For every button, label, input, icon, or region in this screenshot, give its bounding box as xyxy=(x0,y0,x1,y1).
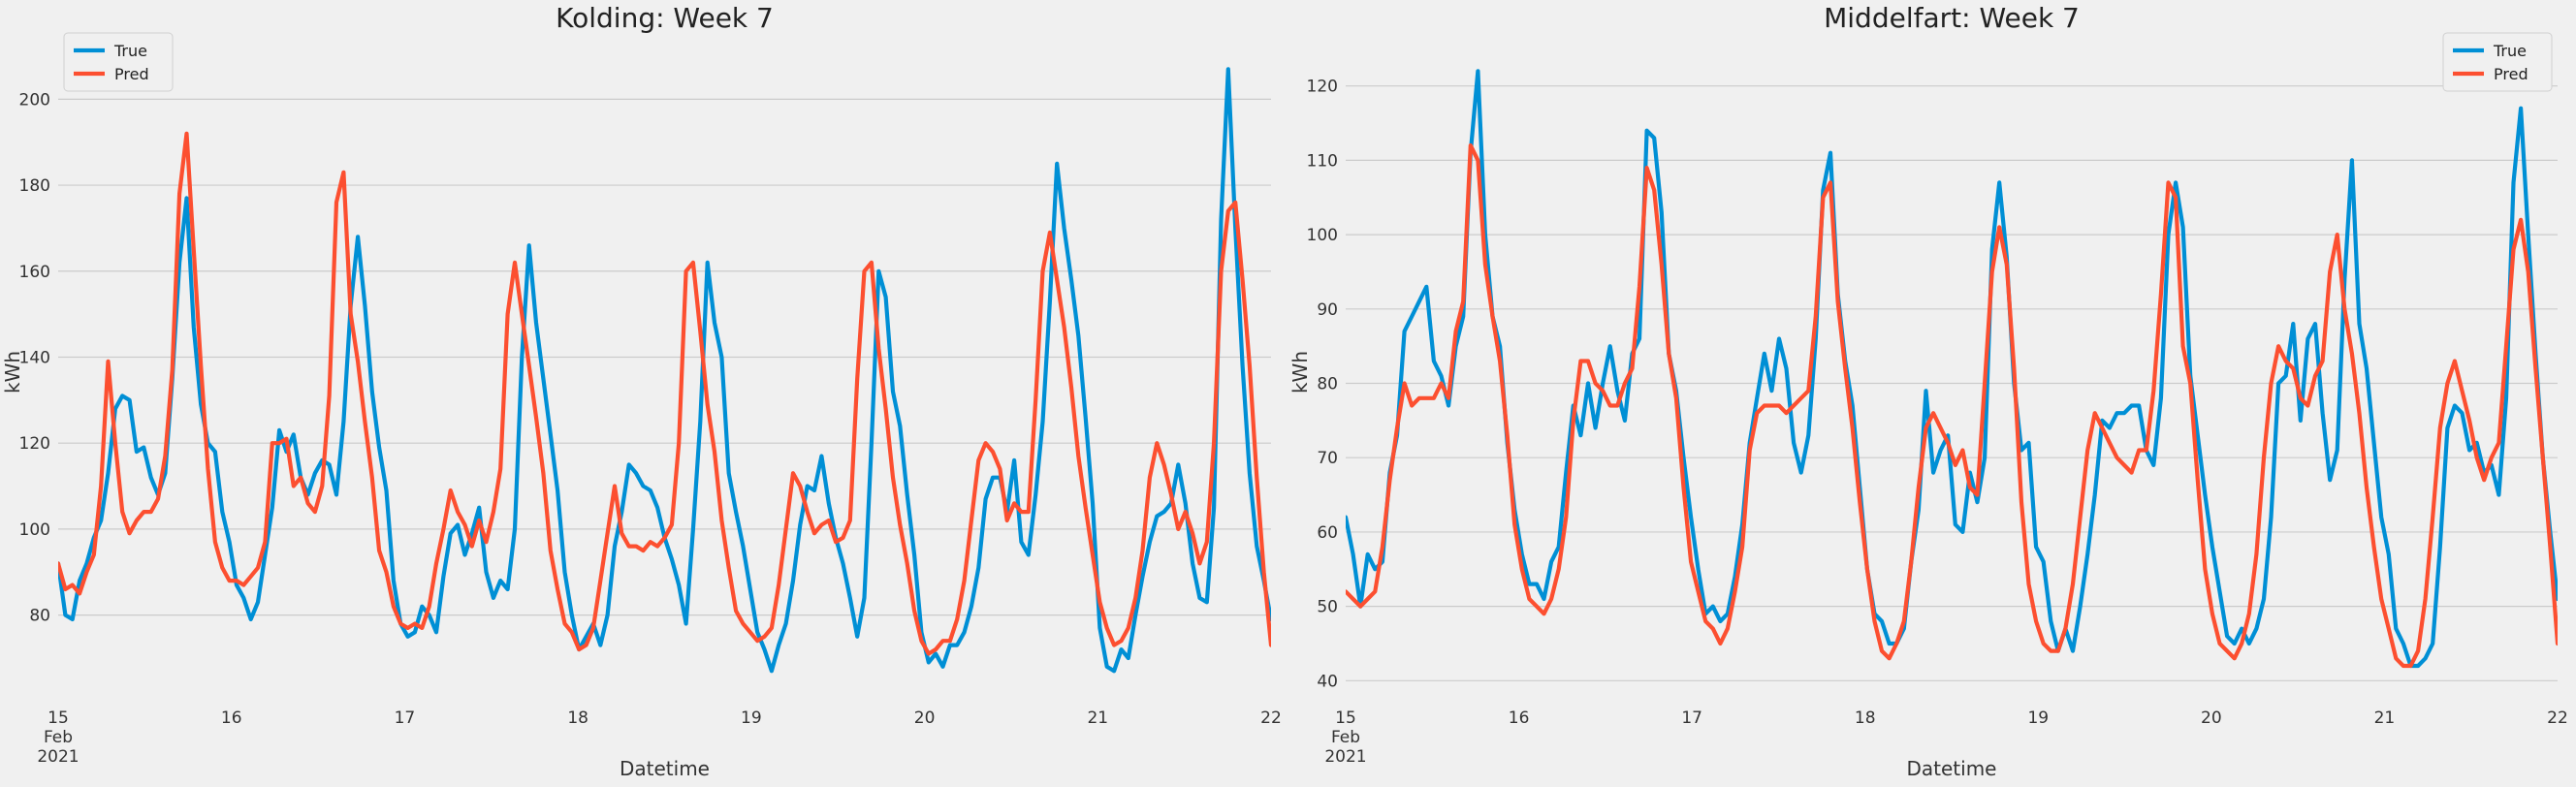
x-tick-label: 18 xyxy=(567,708,588,728)
x-tick-label: 20 xyxy=(2201,708,2222,728)
y-tick-label: 80 xyxy=(29,607,50,626)
x-tick-label: 21 xyxy=(2374,708,2396,728)
x-axis-label: Datetime xyxy=(620,757,710,780)
y-tick-label: 120 xyxy=(1307,78,1338,97)
legend: True Pred xyxy=(2442,32,2553,92)
x-tick-label: 21 xyxy=(1087,708,1108,728)
y-tick-label: 80 xyxy=(1317,375,1338,394)
x-tick-sublabel: 2021 xyxy=(37,747,79,767)
x-tick-label: 20 xyxy=(914,708,936,728)
legend-box xyxy=(2442,32,2553,92)
y-tick-label: 40 xyxy=(1317,672,1338,691)
series-line-pred xyxy=(1346,142,2558,669)
x-tick-sublabel: 2021 xyxy=(1324,747,1366,767)
series-line-true xyxy=(1346,69,2558,669)
x-tick-sublabel: Feb xyxy=(1331,728,1360,747)
x-axis-label: Datetime xyxy=(1907,757,1997,780)
y-tick-label: 120 xyxy=(19,434,50,454)
legend-box xyxy=(63,32,174,92)
x-tick-label: 17 xyxy=(1681,708,1702,728)
legend-label: True xyxy=(113,42,147,60)
x-tick-label: 19 xyxy=(741,708,762,728)
x-tick-label: 17 xyxy=(395,708,416,728)
x-tick-label: 16 xyxy=(221,708,242,728)
x-tick-label: 22 xyxy=(2547,708,2568,728)
y-tick-label: 140 xyxy=(19,348,50,367)
y-tick-label: 70 xyxy=(1317,449,1338,468)
x-tick-label: 15 xyxy=(1335,708,1356,728)
y-tick-label: 160 xyxy=(19,263,50,282)
legend-label: Pred xyxy=(114,65,149,83)
chart-title: Middelfart: Week 7 xyxy=(1824,2,2080,34)
legend: True Pred xyxy=(63,32,174,92)
y-tick-label: 110 xyxy=(1307,151,1338,171)
legend-label: True xyxy=(2493,42,2527,60)
y-tick-label: 180 xyxy=(19,176,50,196)
y-tick-label: 60 xyxy=(1317,523,1338,543)
x-tick-label: 15 xyxy=(48,708,69,728)
chart-title: Kolding: Week 7 xyxy=(556,2,774,34)
y-tick-label: 100 xyxy=(1307,226,1338,245)
legend-label: Pred xyxy=(2494,65,2528,83)
y-axis-label: kWh xyxy=(1,351,24,394)
x-tick-label: 19 xyxy=(2027,708,2049,728)
y-tick-label: 100 xyxy=(19,520,50,540)
x-tick-label: 18 xyxy=(1855,708,1876,728)
x-tick-sublabel: Feb xyxy=(44,728,73,747)
series-line-pred xyxy=(58,131,1271,656)
x-tick-label: 22 xyxy=(1260,708,1282,728)
y-tick-label: 50 xyxy=(1317,598,1338,617)
y-tick-label: 90 xyxy=(1317,300,1338,320)
y-axis-label: kWh xyxy=(1288,351,1312,394)
y-tick-label: 200 xyxy=(19,90,50,110)
x-tick-label: 16 xyxy=(1509,708,1530,728)
